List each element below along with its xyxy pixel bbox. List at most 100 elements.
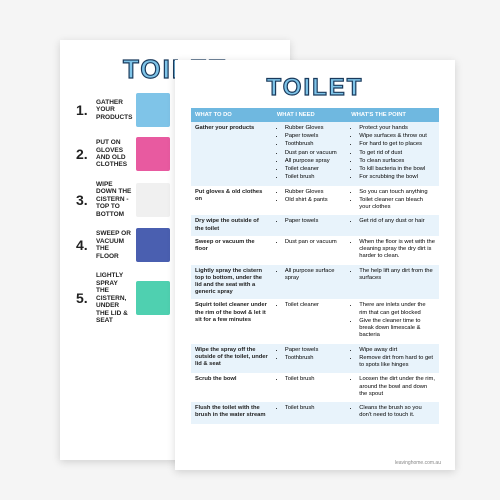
need-item: Toilet cleaner <box>285 302 343 309</box>
table-row: Put gloves & old clothes onRubber Gloves… <box>191 186 439 216</box>
table-row: Scrub the bowl Toilet brush Loosen the dir… <box>191 373 439 402</box>
cell-point: Wipe away dirtRemove dirt from hard to g… <box>347 344 439 374</box>
step-number: 3. <box>76 192 90 208</box>
cell-need: Dust pan or vacuum <box>273 236 347 265</box>
need-item: Toothbrush <box>285 355 343 362</box>
step-text: WIPE DOWN THE CISTERN - TOP TO BOTTOM <box>96 181 132 218</box>
need-item: Old shirt & pants <box>285 197 343 204</box>
point-item: Cleans the brush so you don't need to to… <box>359 405 435 419</box>
point-item: When the floor is wet with the cleaning … <box>359 239 435 261</box>
point-item: The help lift any dirt from the surfaces <box>359 268 435 282</box>
col-header-point: WHAT'S THE POINT <box>347 108 439 122</box>
step-text: LIGHTLY SPRAY THE CISTERN, UNDER THE LID… <box>96 272 132 324</box>
page-title: TOILET <box>191 74 439 102</box>
cell-point: When the floor is wet with the cleaning … <box>347 236 439 265</box>
table-row: Flush the toilet with the brush in the w… <box>191 402 439 423</box>
table-row: Squirt toilet cleaner under the rim of t… <box>191 299 439 343</box>
cell-point: Get rid of any dust or hair <box>347 215 439 235</box>
cell-need: Paper towelsToothbrush <box>273 344 347 374</box>
cell-need: Toilet cleaner <box>273 299 347 343</box>
cell-need: Rubber GlovesPaper towelsToothbrush Dust … <box>273 122 347 186</box>
step-text: SWEEP OR VACUUM THE FLOOR <box>96 230 132 260</box>
point-item: So you can touch anything <box>359 189 435 196</box>
front-page: TOILET WHAT TO DO WHAT I NEED WHAT'S THE… <box>175 60 455 470</box>
cell-todo: Sweep or vacuum the floor <box>191 236 273 265</box>
cell-todo: Put gloves & old clothes on <box>191 186 273 216</box>
need-item: Toothbrush <box>285 141 343 148</box>
step-image <box>136 137 170 171</box>
point-item: Get rid of any dust or hair <box>359 218 435 225</box>
step-image <box>136 281 170 315</box>
step-text: GATHER YOUR PRODUCTS <box>96 99 132 121</box>
steps-left-col: 1. GATHER YOUR PRODUCTS 2. PUT ON GLOVES AN… <box>76 93 170 325</box>
point-item: For hard to get to places <box>359 141 435 148</box>
footer-url: leavinghome.com.au <box>395 460 441 466</box>
need-item: Rubber Gloves <box>285 125 343 132</box>
cell-point: The help lift any dirt from the surfaces <box>347 265 439 300</box>
cell-todo: Flush the toilet with the brush in the w… <box>191 402 273 423</box>
step-number: 4. <box>76 237 90 253</box>
cell-todo: Squirt toilet cleaner under the rim of t… <box>191 299 273 343</box>
table-row: Lightly spray the cistern top to bottom,… <box>191 265 439 300</box>
point-item: There are inlets under the rim that can … <box>359 302 435 316</box>
point-item: For scrubbing the bowl <box>359 174 435 181</box>
point-item: Toilet cleaner can bleach your clothes <box>359 197 435 211</box>
cell-need: All purpose surface spray <box>273 265 347 300</box>
need-item: Toilet cleaner <box>285 166 343 173</box>
step-item: 3. WIPE DOWN THE CISTERN - TOP TO BOTTOM <box>76 181 170 218</box>
point-item: Give the cleaner time to break down lime… <box>359 318 435 340</box>
need-item: All purpose surface spray <box>285 268 343 282</box>
table-body: Gather your productsRubber GlovesPaper t… <box>191 122 439 424</box>
point-item: Loosen the dirt under the rim, around th… <box>359 376 435 398</box>
need-item: All purpose spray <box>285 158 343 165</box>
cell-point: Cleans the brush so you don't need to to… <box>347 402 439 423</box>
col-header-need: WHAT I NEED <box>273 108 347 122</box>
cell-todo: Gather your products <box>191 122 273 186</box>
need-item: Toilet brush <box>285 376 343 383</box>
point-item: To get rid of dust <box>359 150 435 157</box>
col-header-todo: WHAT TO DO <box>191 108 273 122</box>
step-item: 5. LIGHTLY SPRAY THE CISTERN, UNDER THE L… <box>76 272 170 324</box>
need-item: Dust pan or vacuum <box>285 239 343 246</box>
cell-need: Paper towels <box>273 215 347 235</box>
step-text: PUT ON GLOVES AND OLD CLOTHES <box>96 139 132 169</box>
step-number: 1. <box>76 102 90 118</box>
cell-point: There are inlets under the rim that can … <box>347 299 439 343</box>
step-image <box>136 183 170 217</box>
table-header: WHAT TO DO WHAT I NEED WHAT'S THE POINT <box>191 108 439 122</box>
cell-todo: Lightly spray the cistern top to bottom,… <box>191 265 273 300</box>
table-row: Gather your productsRubber GlovesPaper t… <box>191 122 439 186</box>
table-row: Dry wipe the outside of the toilet Paper … <box>191 215 439 235</box>
need-item: Toilet brush <box>285 405 343 412</box>
cell-point: So you can touch anythingToilet cleaner … <box>347 186 439 216</box>
point-item: Protect your hands <box>359 125 435 132</box>
need-item: Dust pan or vacuum <box>285 150 343 157</box>
need-item: Paper towels <box>285 133 343 140</box>
point-item: Remove dirt from hard to get to spots li… <box>359 355 435 369</box>
cell-todo: Dry wipe the outside of the toilet <box>191 215 273 235</box>
step-image <box>136 228 170 262</box>
point-item: Wipe surfaces & throw out <box>359 133 435 140</box>
need-item: Paper towels <box>285 218 343 225</box>
step-item: 1. GATHER YOUR PRODUCTS <box>76 93 170 127</box>
table-row: Wipe the spray off the outside of the to… <box>191 344 439 374</box>
cell-need: Toilet brush <box>273 402 347 423</box>
point-item: Wipe away dirt <box>359 347 435 354</box>
table-row: Sweep or vacuum the floor Dust pan or vac… <box>191 236 439 265</box>
need-item: Paper towels <box>285 347 343 354</box>
step-image <box>136 93 170 127</box>
step-number: 2. <box>76 146 90 162</box>
instruction-table: WHAT TO DO WHAT I NEED WHAT'S THE POINT … <box>191 108 439 424</box>
cell-need: Rubber GlovesOld shirt & pants <box>273 186 347 216</box>
step-item: 4. SWEEP OR VACUUM THE FLOOR <box>76 228 170 262</box>
cell-todo: Scrub the bowl <box>191 373 273 402</box>
point-item: To clean surfaces <box>359 158 435 165</box>
cell-need: Toilet brush <box>273 373 347 402</box>
cell-point: Protect your handsWipe surfaces & throw … <box>347 122 439 186</box>
step-item: 2. PUT ON GLOVES AND OLD CLOTHES <box>76 137 170 171</box>
cell-point: Loosen the dirt under the rim, around th… <box>347 373 439 402</box>
cell-todo: Wipe the spray off the outside of the to… <box>191 344 273 374</box>
point-item: To kill bacteria in the bowl <box>359 166 435 173</box>
step-number: 5. <box>76 290 90 306</box>
need-item: Rubber Gloves <box>285 189 343 196</box>
